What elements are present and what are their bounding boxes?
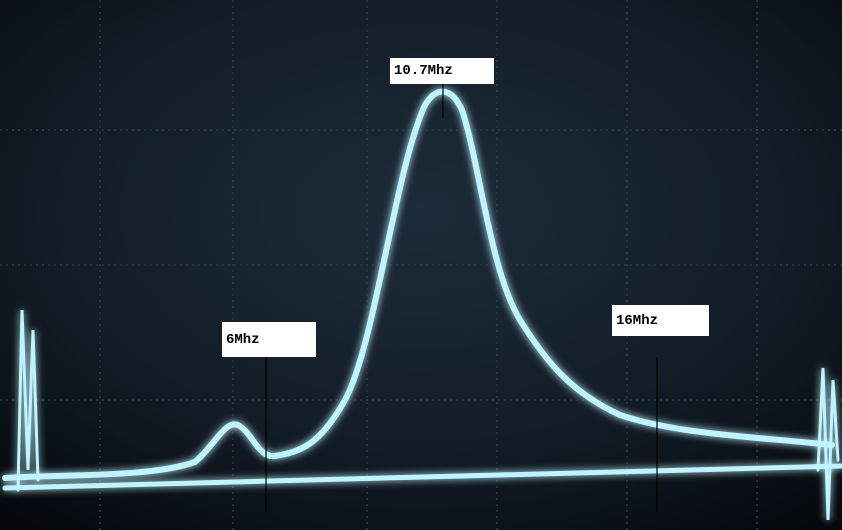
center-label: 10.7Mhz: [390, 58, 494, 84]
left-label: 6Mhz: [222, 322, 316, 357]
right-label: 16Mhz: [612, 305, 709, 336]
marker-lines: [265, 84, 658, 512]
trace: [2, 88, 842, 521]
